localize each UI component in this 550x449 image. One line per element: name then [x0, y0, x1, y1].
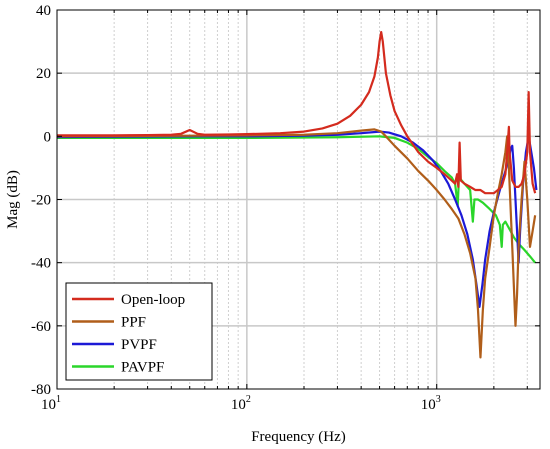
legend: Open-loop PPF PVPF PAVPF [65, 282, 213, 381]
x-tick-labels: 101 102 103 [41, 394, 441, 413]
tick-marks [56, 9, 540, 390]
y-tick-label: 0 [44, 129, 52, 145]
series-line-ppf [57, 128, 537, 359]
y-axis-label: Mag (dB) [5, 170, 21, 229]
x-tick-label: 102 [231, 394, 251, 413]
legend-label: PPF [121, 315, 146, 331]
series-layer [57, 31, 538, 359]
y-tick-label: 40 [36, 3, 51, 19]
y-tick-label: -20 [31, 193, 51, 209]
series-line-pavpf [57, 135, 537, 264]
x-tick-label: 103 [421, 394, 441, 413]
y-tick-label: -80 [31, 382, 51, 398]
y-tick-labels: 40 20 0 -20 -40 -60 -80 [31, 3, 51, 398]
series-line-open-loop [57, 31, 537, 195]
x-tick-label: 101 [41, 394, 61, 413]
x-axis-label: Frequency (Hz) [251, 429, 346, 445]
y-tick-label: 20 [36, 66, 51, 82]
y-tick-label: -40 [31, 256, 51, 272]
legend-label: Open-loop [121, 292, 185, 308]
y-tick-label: -60 [31, 319, 51, 335]
legend-label: PVPF [121, 337, 157, 353]
legend-label: PAVPF [121, 360, 164, 376]
